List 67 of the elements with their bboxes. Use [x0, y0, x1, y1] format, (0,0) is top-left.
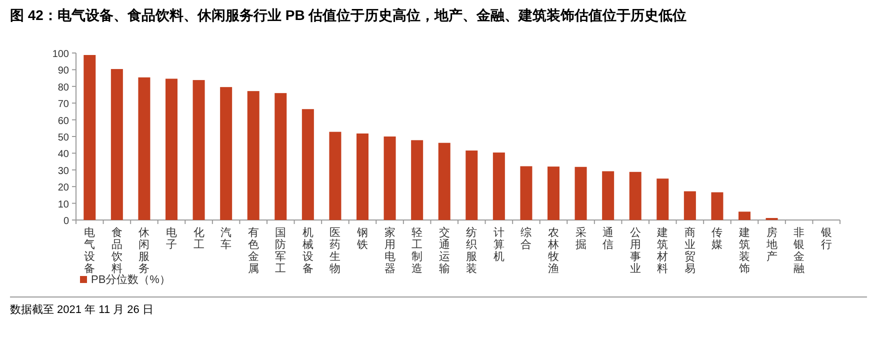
- bar: [711, 192, 724, 220]
- x-tick-label: 公用事业: [630, 227, 641, 275]
- y-tick-label: 100: [52, 49, 70, 60]
- y-tick-label: 20: [58, 182, 70, 194]
- bar: [356, 133, 368, 220]
- x-tick-label: 采掘: [575, 226, 586, 251]
- chart-title: 图 42：电气设备、食品饮料、休闲服务行业 PB 估值位于历史高位，地产、金融、建筑装饰估值位于历史低位: [10, 7, 687, 23]
- y-tick-label: 90: [58, 66, 70, 77]
- x-tick-label: 综合: [520, 226, 532, 251]
- x-tick-label: 纺织服装: [466, 226, 478, 275]
- bar: [302, 109, 314, 220]
- x-tick-label: 计算机: [493, 226, 504, 263]
- bar: [110, 69, 123, 220]
- bar: [629, 172, 642, 220]
- x-tick-label: 银行: [820, 227, 832, 251]
- bar: [274, 93, 287, 220]
- x-tick-label: 食品饮料: [110, 227, 122, 275]
- y-tick-label: 40: [58, 149, 70, 160]
- bar: [84, 55, 96, 220]
- bar: [220, 87, 232, 220]
- x-tick-label: 农林牧渔: [547, 227, 559, 275]
- x-tick-label: 非银金融: [792, 226, 805, 275]
- x-tick-label: 有色金属: [248, 227, 259, 275]
- bar: [329, 132, 342, 220]
- bar: [520, 166, 532, 220]
- x-tick-label: 家用电器: [384, 226, 396, 275]
- x-tick-label: 休闲服务: [138, 227, 150, 275]
- bar: [247, 91, 260, 220]
- bar: [438, 142, 450, 220]
- bar: [602, 171, 614, 220]
- bar: [656, 178, 669, 220]
- y-tick-label: 0: [63, 216, 70, 227]
- x-tick-label: 通信: [602, 226, 614, 251]
- bar: [466, 150, 478, 220]
- y-tick-label: 80: [58, 82, 70, 94]
- bar: [574, 166, 587, 220]
- x-tick-label: 交通运输: [438, 226, 450, 275]
- x-tick-label: 钢铁: [356, 227, 368, 251]
- x-tick-label: 机械设备: [302, 227, 314, 275]
- y-tick-label: 10: [58, 199, 70, 210]
- x-tick-label: 建筑装饰: [738, 226, 750, 275]
- x-tick-label: 国防军工: [275, 227, 286, 275]
- bar: [384, 136, 396, 220]
- x-tick-label: 医药生物: [330, 227, 341, 275]
- x-tick-label: 商业贸易: [684, 226, 696, 275]
- y-tick-label: 70: [58, 99, 70, 110]
- bar: [684, 191, 696, 220]
- x-tick-label: 电气设备: [84, 226, 96, 275]
- bar: [738, 212, 750, 220]
- x-tick-label: 传媒: [712, 227, 723, 251]
- x-tick-label: 房地产: [765, 226, 778, 263]
- x-tick-label: 轻工制造: [412, 227, 423, 275]
- bar: [138, 77, 150, 220]
- x-tick-label: 化工: [193, 227, 204, 251]
- y-tick-label: 30: [58, 166, 70, 177]
- y-tick-label: 60: [58, 116, 70, 127]
- x-tick-label: 汽车: [220, 227, 232, 251]
- text: 数据截至 2021 年 11 月 26 日: [10, 303, 154, 316]
- x-tick-label: 电子: [166, 226, 177, 251]
- bar: [166, 78, 178, 220]
- bar: [411, 140, 424, 220]
- bar: [492, 152, 505, 220]
- bar: [548, 166, 560, 220]
- legend-label: PB分位数（%）: [91, 274, 170, 286]
- y-tick-label: 50: [58, 132, 70, 144]
- x-tick-label: 建筑材料: [656, 226, 668, 275]
- bar: [192, 80, 205, 220]
